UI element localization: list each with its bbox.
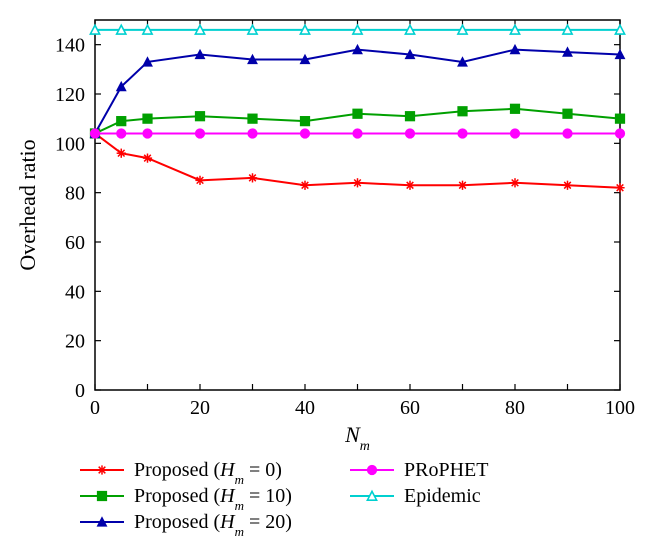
y-tick-label: 120 — [55, 84, 85, 106]
y-tick-label: 0 — [75, 380, 85, 402]
legend-label-epidemic: Epidemic — [404, 485, 481, 507]
x-tick-label: 0 — [90, 397, 100, 419]
y-tick-label: 20 — [65, 331, 85, 353]
y-tick-label: 80 — [65, 183, 85, 205]
x-tick-label: 40 — [295, 397, 315, 419]
overhead-ratio-chart: 020406080100120140020406080100NmOverhead… — [0, 0, 656, 549]
legend-label-prophet: PRoPHET — [404, 459, 488, 481]
x-tick-label: 20 — [190, 397, 210, 419]
y-tick-label: 140 — [55, 35, 85, 57]
chart-container: 020406080100120140020406080100NmOverhead… — [0, 0, 656, 549]
x-tick-label: 80 — [505, 397, 525, 419]
x-tick-label: 60 — [400, 397, 420, 419]
y-tick-label: 60 — [65, 232, 85, 254]
x-tick-label: 100 — [605, 397, 635, 419]
y-tick-label: 40 — [65, 281, 85, 303]
y-tick-label: 100 — [55, 133, 85, 155]
y-axis-title: Overhead ratio — [15, 139, 40, 270]
